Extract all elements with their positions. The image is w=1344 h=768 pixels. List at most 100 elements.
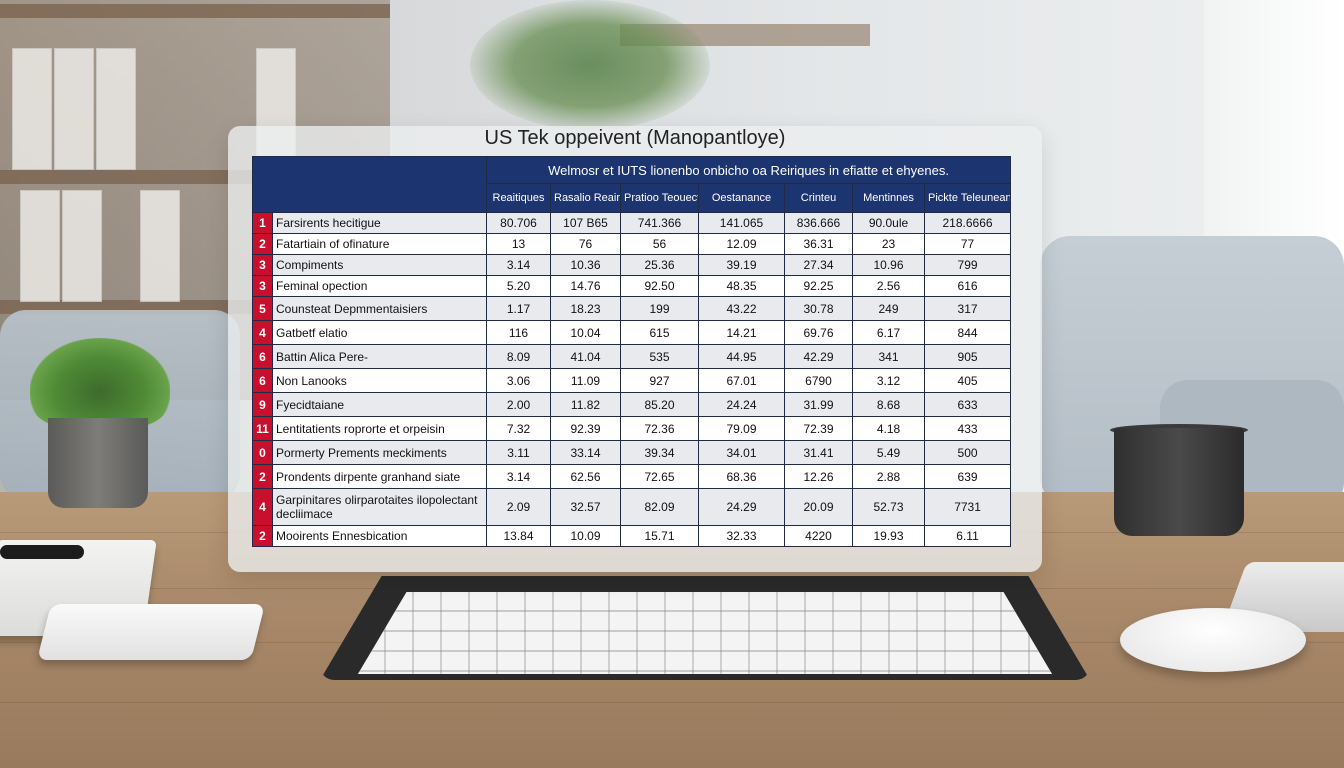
table-cell: 56 [620, 233, 699, 255]
row-label: Counsteat Depmmentaisiers [272, 296, 487, 321]
table-row: 6 Battin Alica Pere- 8.09 41.04 535 44.95 42.2… [252, 344, 1012, 369]
row-label: Battin Alica Pere- [272, 344, 487, 369]
row-label: Farsirents hecitigue [272, 212, 487, 234]
table-cell: 218.6666 [923, 212, 1012, 234]
table-row: 11 Lentitatients roprorte et orpeisin 7.32… [252, 416, 1012, 441]
row-index-badge: 3 [252, 275, 273, 297]
table-cell: 85.20 [620, 392, 699, 417]
table-cell: 44.95 [698, 344, 785, 369]
row-label: Pormerty Prements meckiments [272, 440, 487, 465]
table-cell: 32.57 [550, 488, 621, 526]
table-cell: 6790 [784, 368, 853, 393]
table-cell: 107 B65 [550, 212, 621, 234]
potted-plant-leaves [30, 338, 170, 428]
table-cell: 31.41 [784, 440, 853, 465]
table-cell: 2.56 [852, 275, 925, 297]
column-header: Mentinnes [852, 183, 925, 213]
table-cell: 799 [923, 254, 1012, 276]
table-row: 3 Compiments 3.14 10.36 25.36 39.19 27.34 10.96… [252, 254, 1012, 276]
table-cell: 32.33 [698, 525, 785, 547]
table-cell: 3.06 [486, 368, 551, 393]
table-cell: 24.29 [698, 488, 785, 526]
table-cell: 76 [550, 233, 621, 255]
column-header: Pratioo Teouect [620, 183, 699, 213]
table-cell: 52.73 [852, 488, 925, 526]
table-cell: 341 [852, 344, 925, 369]
table-cell: 4220 [784, 525, 853, 547]
table-cell: 43.22 [698, 296, 785, 321]
table-cell: 317 [923, 296, 1012, 321]
table-cell: 11.82 [550, 392, 621, 417]
row-index-badge: 4 [252, 320, 273, 345]
table-cell: 633 [923, 392, 1012, 417]
table-cell: 62.56 [550, 464, 621, 489]
table-cell: 31.99 [784, 392, 853, 417]
row-index-badge: 2 [252, 525, 273, 547]
table-cell: 12.09 [698, 233, 785, 255]
table-cell: 8.68 [852, 392, 925, 417]
row-index-badge: 9 [252, 392, 273, 417]
table-cell: 92.25 [784, 275, 853, 297]
laptop-keyboard [358, 592, 1052, 674]
table-row: 2 Prondents dirpente granhand siate 3.14 62… [252, 464, 1012, 489]
column-header: Reaitiques [486, 183, 551, 213]
table-cell: 27.34 [784, 254, 853, 276]
row-index-badge: 4 [252, 488, 273, 526]
column-header: Rasalio Reairiue [550, 183, 621, 213]
table-cell: 615 [620, 320, 699, 345]
row-index-badge: 0 [252, 440, 273, 465]
table-cell: 249 [852, 296, 925, 321]
table-cell: 77 [923, 233, 1012, 255]
table-cell: 11.09 [550, 368, 621, 393]
row-label: Lentitatients roprorte et orpeisin [272, 416, 487, 441]
table-cell: 25.36 [620, 254, 699, 276]
table-cell: 433 [923, 416, 1012, 441]
row-label: Mooirents Ennesbication [272, 525, 487, 547]
coffee-cup [1114, 428, 1244, 536]
table-cell: 8.09 [486, 344, 551, 369]
row-label: Gatbetf elatio [272, 320, 487, 345]
table-cell: 4.18 [852, 416, 925, 441]
table-cell: 3.12 [852, 368, 925, 393]
table-cell: 905 [923, 344, 1012, 369]
table-cell: 20.09 [784, 488, 853, 526]
table-cell: 39.34 [620, 440, 699, 465]
table-cell: 92.50 [620, 275, 699, 297]
row-label: Feminal opection [272, 275, 487, 297]
table-cell: 141.065 [698, 212, 785, 234]
column-header: Crinteu [784, 183, 853, 213]
table-cell: 18.23 [550, 296, 621, 321]
table-cell: 5.49 [852, 440, 925, 465]
table-cell: 500 [923, 440, 1012, 465]
table-row: 2 Fatartiain of ofinature 13 76 56 12.09 36.31… [252, 233, 1012, 255]
table-cell: 34.01 [698, 440, 785, 465]
table-cell: 14.21 [698, 320, 785, 345]
table-cell: 80.706 [486, 212, 551, 234]
pen [0, 545, 84, 559]
table-cell: 2.00 [486, 392, 551, 417]
table-cell: 19.93 [852, 525, 925, 547]
table-cell: 639 [923, 464, 1012, 489]
table-cell: 72.65 [620, 464, 699, 489]
row-index-badge: 6 [252, 368, 273, 393]
row-label: Prondents dirpente granhand siate [272, 464, 487, 489]
binder [140, 190, 180, 302]
smartphone [37, 604, 265, 660]
table-cell: 3.14 [486, 254, 551, 276]
table-cell: 6.11 [923, 525, 1012, 547]
table-cell: 36.31 [784, 233, 853, 255]
table-cell: 39.19 [698, 254, 785, 276]
table-cell: 3.11 [486, 440, 551, 465]
column-header: Pickte Teleuneance [923, 183, 1012, 213]
binder [20, 190, 60, 302]
table-cell: 2.88 [852, 464, 925, 489]
table-cell: 41.04 [550, 344, 621, 369]
table-cell: 2.09 [486, 488, 551, 526]
row-label: Fyecidtaiane [272, 392, 487, 417]
row-label: Compiments [272, 254, 487, 276]
table-cell: 92.39 [550, 416, 621, 441]
table-cell: 7731 [923, 488, 1012, 526]
table-cell: 13.84 [486, 525, 551, 547]
table-cell: 7.32 [486, 416, 551, 441]
table-cell: 5.20 [486, 275, 551, 297]
